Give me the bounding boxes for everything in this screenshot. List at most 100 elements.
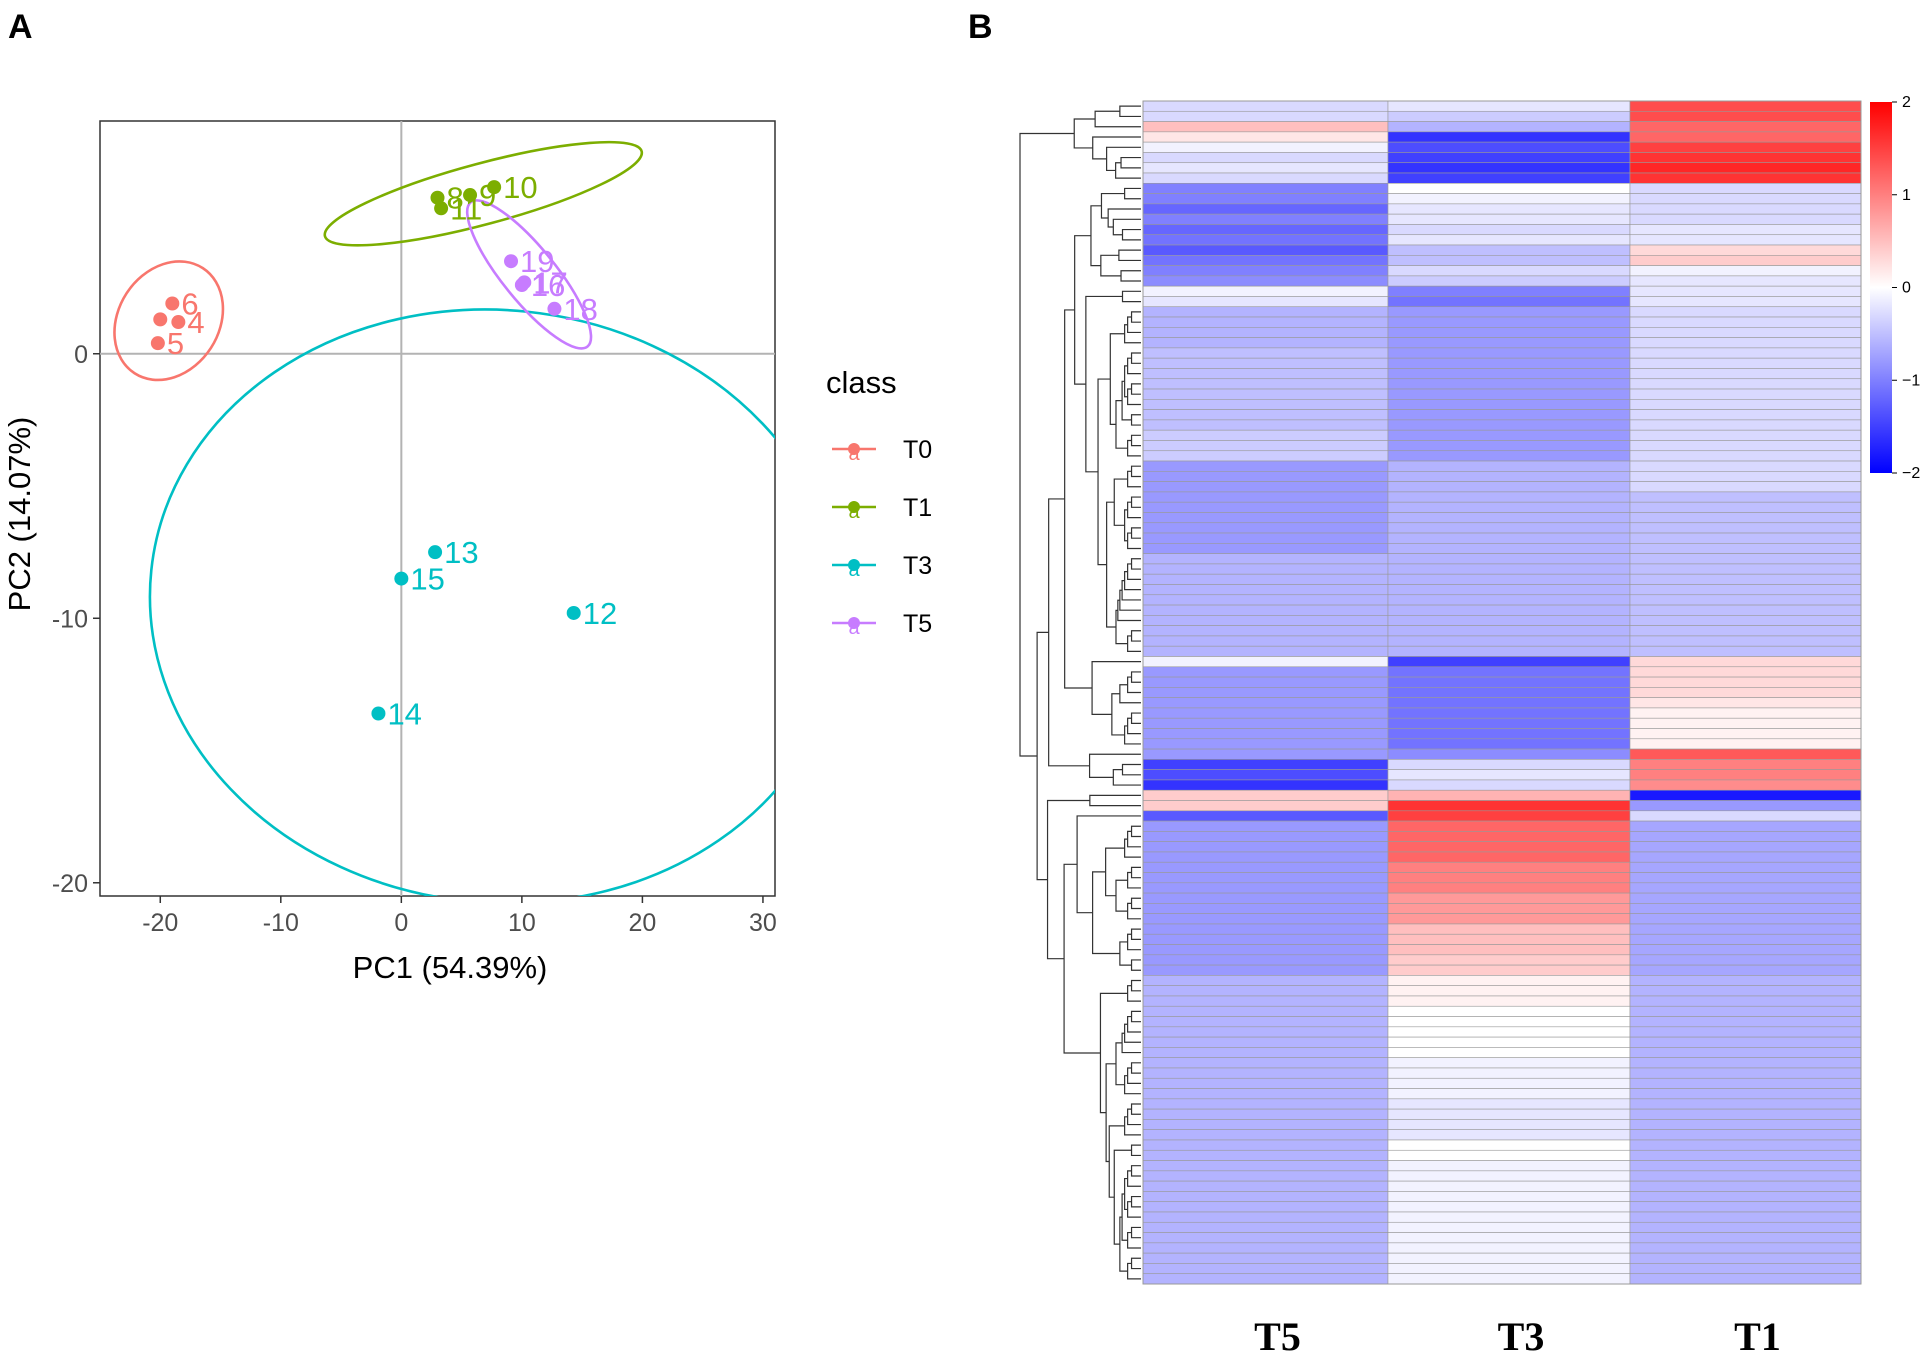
heatmap-cell-r81-t1 [1629, 933, 1862, 945]
heatmap-cell-r42-t1 [1629, 532, 1862, 544]
heatmap-cell-r105-t1 [1629, 1180, 1862, 1192]
heatmap-cell-r57-t1 [1629, 687, 1862, 698]
heatmap-cell-r43-t3 [1387, 543, 1631, 554]
point-t0-2 [153, 312, 168, 327]
dendrogram-branch [1127, 933, 1141, 951]
heatmap-cell-r88-t3 [1387, 1005, 1631, 1017]
x-tick-label: 0 [394, 909, 408, 937]
legend-point [848, 501, 860, 513]
point-t1-8 [430, 190, 445, 205]
heatmap-cell-r90-t5 [1142, 1026, 1389, 1038]
column-labels: T5 T3 T1 [1254, 1314, 1781, 1357]
dendrogram-branch [1130, 496, 1141, 508]
point-label-4: 4 [187, 305, 204, 340]
point-t0-5 [150, 336, 165, 351]
heatmap-cell-r80-t5 [1142, 923, 1389, 935]
heatmap-cell-r110-t1 [1629, 1232, 1862, 1244]
dendrogram-branch [1127, 871, 1141, 889]
dendrogram-branch [1092, 136, 1141, 160]
heatmap-cell-r52-t1 [1629, 635, 1862, 647]
legend: class a T0 a T1 a T3 a T5 [826, 365, 932, 639]
legend-point [848, 617, 860, 629]
heatmap-cell-r50-t5 [1142, 615, 1389, 626]
heatmap-cell-r110-t3 [1387, 1232, 1631, 1244]
ellipse-t5 [465, 199, 593, 350]
heatmap-cell-r6-t1 [1629, 162, 1862, 174]
heatmap-cell-r34-t5 [1142, 450, 1389, 462]
dendrogram-branch [1127, 357, 1141, 375]
dendrogram-branch [1130, 558, 1141, 570]
dendrogram-branch [1105, 847, 1125, 897]
heatmap-cell-r17-t5 [1142, 275, 1389, 287]
x-tick-label: -10 [263, 909, 299, 937]
heatmap-cell-r113-t3 [1387, 1263, 1631, 1275]
heatmap-cell-r102-t1 [1629, 1149, 1862, 1161]
heatmap-cell-r41-t1 [1629, 522, 1862, 534]
heatmap-cell-r34-t3 [1387, 450, 1631, 462]
dendrogram-branch [1046, 799, 1090, 960]
dendrogram-branch [1124, 365, 1128, 398]
heatmap-cell-r68-t5 [1142, 800, 1389, 812]
dendrogram-branch [1113, 1149, 1132, 1245]
heatmap-cell-r94-t5 [1142, 1067, 1389, 1079]
dendrogram-branch [1130, 1226, 1141, 1239]
heatmap-cell-r92-t1 [1629, 1047, 1862, 1058]
heatmap-cell-r89-t3 [1387, 1016, 1631, 1028]
heatmap-cell-r96-t1 [1629, 1088, 1862, 1100]
heatmap-cell-r61-t3 [1387, 728, 1631, 740]
heatmap-cell-r31-t1 [1629, 419, 1862, 431]
heatmap-cell-r4-t5 [1142, 141, 1389, 153]
heatmap-cell-r87-t5 [1142, 995, 1389, 1007]
heatmap-cell-r42-t3 [1387, 532, 1631, 544]
dendrogram-branch [1130, 465, 1141, 478]
dendrogram-branch [1073, 118, 1096, 149]
heatmap-cell-r48-t5 [1142, 594, 1389, 606]
heatmap-cell-r0-t3 [1387, 100, 1631, 112]
dendrogram-branch [1089, 794, 1141, 807]
heatmap-cells [1142, 100, 1862, 1285]
dendrogram-branch [1115, 609, 1128, 645]
heatmap-cell-r89-t5 [1142, 1016, 1389, 1028]
heatmap-cell-r87-t3 [1387, 995, 1631, 1007]
heatmap-cell-r79-t3 [1387, 913, 1631, 925]
heatmap-cell-r13-t5 [1142, 234, 1389, 246]
heatmap-cell-r8-t3 [1387, 182, 1631, 194]
heatmap-cell-r112-t5 [1142, 1252, 1389, 1264]
heatmap-cell-r112-t1 [1629, 1252, 1862, 1264]
dendrogram-branch [1048, 498, 1090, 767]
heatmap-cell-r37-t3 [1387, 481, 1631, 493]
dendrogram-branch [1130, 671, 1141, 683]
heatmap-cell-r25-t5 [1142, 357, 1389, 369]
heatmap-cell-r93-t1 [1629, 1057, 1862, 1069]
dendrogram-branch [1127, 902, 1141, 920]
heatmap-cell-r41-t3 [1387, 522, 1631, 534]
dendrogram-branch [1127, 1015, 1141, 1033]
heatmap-cell-r2-t3 [1387, 121, 1631, 133]
heatmap-cell-r66-t1 [1629, 779, 1862, 791]
heatmap-cell-r26-t3 [1387, 368, 1631, 380]
heatmap-cell-r83-t5 [1142, 954, 1389, 966]
heatmap-cell-r24-t5 [1142, 347, 1389, 359]
heatmap-cell-r100-t3 [1387, 1129, 1631, 1141]
heatmap-cell-r21-t1 [1629, 316, 1862, 328]
heatmap-cell-r35-t1 [1629, 460, 1862, 472]
heatmap-cell-r25-t1 [1629, 357, 1862, 369]
heatmap-cell-r4-t3 [1387, 141, 1631, 153]
dendrogram-branch [1130, 1144, 1141, 1157]
heatmap-cell-r85-t3 [1387, 975, 1631, 986]
heatmap-cell-r23-t5 [1142, 337, 1389, 349]
color-scale-gradient [1870, 102, 1892, 473]
heatmap-cell-r1-t3 [1387, 110, 1631, 122]
heatmap-cell-r81-t5 [1142, 933, 1389, 945]
heatmap-cell-r45-t1 [1629, 563, 1862, 575]
heatmap-cell-r17-t1 [1629, 275, 1862, 287]
heatmap-cell-r84-t5 [1142, 964, 1389, 976]
heatmap-cell-r20-t3 [1387, 306, 1631, 318]
heatmap-cell-r46-t5 [1142, 573, 1389, 585]
heatmap-cell-r41-t5 [1142, 522, 1389, 534]
point-t1-9 [463, 188, 478, 203]
heatmap-cell-r92-t3 [1387, 1047, 1631, 1058]
dendrogram-branch [1127, 388, 1141, 406]
dendrogram-branch [1127, 470, 1141, 488]
point-t0-4 [171, 315, 186, 330]
